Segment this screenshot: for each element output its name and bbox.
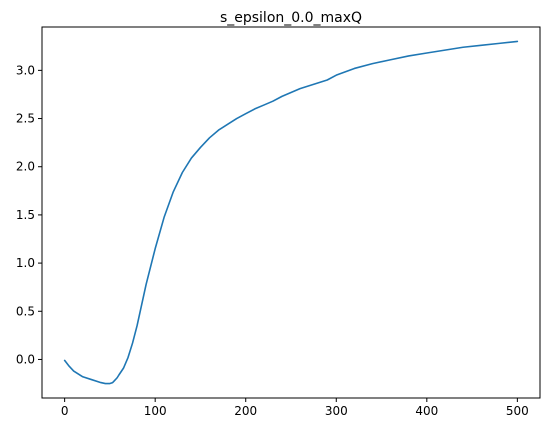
y-tick-label: 0.0	[16, 352, 35, 366]
y-tick-label: 3.0	[16, 63, 35, 77]
y-tick-label: 2.0	[16, 160, 35, 174]
x-tick-label: 300	[325, 404, 348, 418]
y-tick-label: 2.5	[16, 112, 35, 126]
x-tick-label: 400	[415, 404, 438, 418]
y-tick-label: 1.5	[16, 208, 35, 222]
y-tick-label: 1.0	[16, 256, 35, 270]
x-tick-label: 500	[506, 404, 529, 418]
axes-frame	[41, 26, 541, 399]
y-axis: 0.0 0.5 1.0 1.5 2.0 2.5 3.0	[16, 63, 42, 366]
chart-title: s_epsilon_0.0_maxQ	[220, 10, 362, 26]
x-tick-label: 100	[144, 404, 167, 418]
x-tick-label: 0	[61, 404, 69, 418]
x-tick-label: 200	[234, 404, 257, 418]
y-tick-label: 0.5	[16, 304, 35, 318]
x-axis: 0 100 200 300 400 500	[61, 398, 529, 418]
series-line	[63, 40, 519, 385]
plot-area	[41, 26, 541, 399]
